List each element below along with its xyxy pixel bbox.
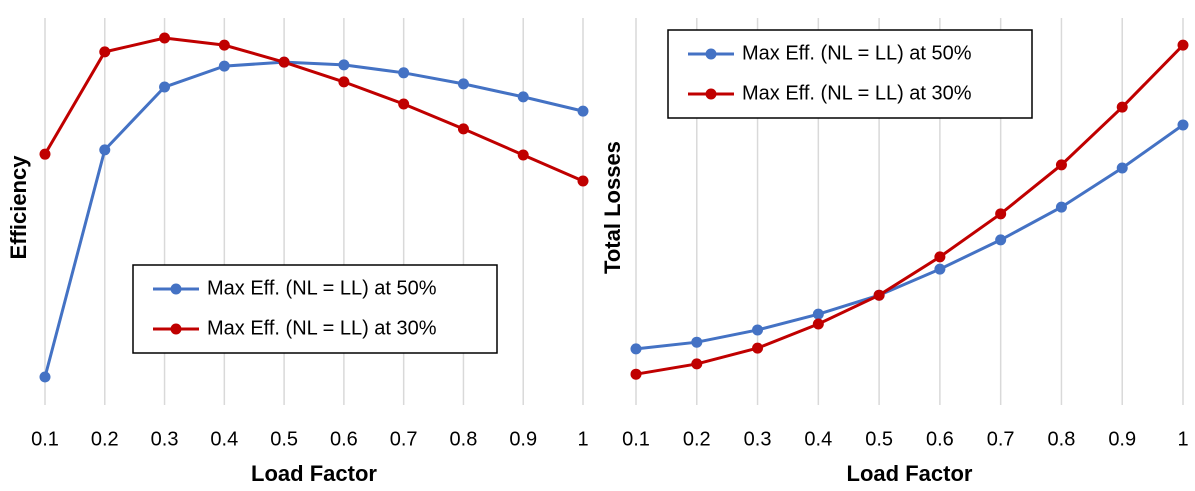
data-point (577, 105, 589, 117)
x-tick-label: 0.9 (1108, 428, 1136, 450)
x-tick-label: 0.9 (509, 428, 537, 450)
legend-label: Max Eff. (NL = LL) at 30% (742, 82, 972, 104)
data-point (1055, 201, 1067, 213)
data-point (691, 358, 703, 370)
x-tick-label: 0.6 (926, 428, 954, 450)
legend-box (667, 29, 1033, 119)
data-point (630, 368, 642, 380)
legend-marker (705, 48, 717, 60)
data-point (1177, 119, 1189, 131)
data-point (1177, 39, 1189, 51)
x-tick-label: 1 (1177, 428, 1188, 450)
data-point (934, 263, 946, 275)
legend-label: Max Eff. (NL = LL) at 50% (742, 42, 972, 64)
data-point (39, 148, 51, 160)
data-point (812, 308, 824, 320)
series-line (43, 60, 584, 378)
legend-marker (170, 323, 182, 335)
series-line (635, 44, 1185, 376)
x-tick-label: 0.7 (987, 428, 1015, 450)
data-point (278, 56, 290, 68)
data-point (218, 60, 230, 72)
data-point (995, 234, 1007, 246)
legend-label: Max Eff. (NL = LL) at 30% (207, 317, 437, 339)
legend-label: Max Eff. (NL = LL) at 50% (207, 277, 437, 299)
x-tick-label: 0.4 (804, 428, 832, 450)
data-point (934, 251, 946, 263)
x-tick-label: 0.7 (390, 428, 418, 450)
x-tick-label: 0.5 (865, 428, 893, 450)
legend-box (132, 264, 498, 354)
data-point (630, 343, 642, 355)
data-point (873, 289, 885, 301)
x-tick-label: 0.6 (330, 428, 358, 450)
x-tick-label: 0.3 (151, 428, 179, 450)
series-line (635, 123, 1184, 351)
x-tick-label: 0.1 (31, 428, 59, 450)
data-point (159, 81, 171, 93)
data-point (812, 318, 824, 330)
x-tick-label: 0.8 (1048, 428, 1076, 450)
x-tick-label: 0.8 (450, 428, 478, 450)
x-tick-label: 0.1 (622, 428, 650, 450)
data-point (457, 123, 469, 135)
x-tick-label: 0.2 (91, 428, 119, 450)
legend-marker (170, 283, 182, 295)
legend: Max Eff. (NL = LL) at 50% Max Eff. (NL = … (667, 29, 1033, 119)
data-point (398, 98, 410, 110)
x-axis-title: Load Factor (251, 461, 377, 486)
legend-marker (705, 88, 717, 100)
data-point (159, 32, 171, 44)
data-point (517, 149, 529, 161)
x-tick-label: 0.3 (744, 428, 772, 450)
data-point (338, 76, 350, 88)
data-point (99, 144, 111, 156)
data-point (218, 39, 230, 51)
x-tick-label: 0.5 (270, 428, 298, 450)
data-point (752, 342, 764, 354)
data-point (577, 175, 589, 187)
data-point (752, 324, 764, 336)
data-point (338, 59, 350, 71)
data-point (1116, 162, 1128, 174)
data-point (691, 336, 703, 348)
y-axis-title: Total Losses (600, 141, 625, 274)
data-point (1055, 159, 1067, 171)
data-point (517, 91, 529, 103)
x-tick-label: 0.2 (683, 428, 711, 450)
data-point (39, 371, 51, 383)
series-line (43, 36, 584, 183)
x-tick-label: 1 (577, 428, 588, 450)
y-axis-title: Efficiency (6, 155, 31, 260)
data-point (995, 208, 1007, 220)
data-point (1116, 101, 1128, 113)
data-point (99, 46, 111, 58)
data-point (398, 67, 410, 79)
legend: Max Eff. (NL = LL) at 50% Max Eff. (NL = … (132, 264, 498, 354)
x-axis-title: Load Factor (847, 461, 973, 486)
data-point (457, 78, 469, 90)
x-tick-label: 0.4 (210, 428, 238, 450)
